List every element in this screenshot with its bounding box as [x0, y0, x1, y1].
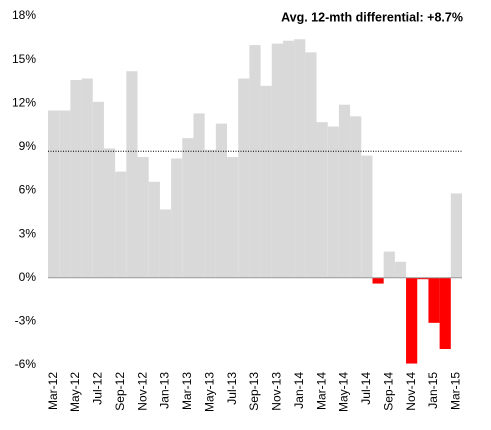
- x-tick-label: Sep-14: [381, 372, 395, 411]
- y-tick-label: -6%: [15, 357, 37, 371]
- bar: [372, 277, 384, 284]
- x-tick-label: Jan-14: [292, 372, 306, 409]
- x-tick-label: Mar-13: [180, 372, 194, 410]
- x-tick-label: Sep-12: [113, 372, 127, 411]
- y-tick-label: 9%: [19, 139, 37, 153]
- bar: [282, 40, 295, 278]
- bar: [450, 193, 462, 278]
- x-tick-label: Mar-12: [46, 372, 60, 410]
- x-tick-label: Jan-15: [426, 372, 440, 409]
- y-tick-label: 15%: [12, 52, 36, 66]
- bar: [148, 181, 160, 278]
- bar: [439, 277, 451, 350]
- bar: [137, 157, 149, 278]
- y-tick-label: 3%: [19, 226, 37, 240]
- x-tick-label: Nov-14: [404, 372, 418, 411]
- bar: [428, 277, 440, 323]
- bar: [305, 52, 317, 278]
- y-tick-label: 12%: [12, 95, 36, 109]
- annotation: Avg. 12-mth differential: +8.7%: [281, 10, 463, 24]
- bar: [48, 110, 60, 278]
- bar: [383, 251, 395, 278]
- x-tick-label: Mar-15: [449, 372, 463, 410]
- x-tick-label: Jul-14: [359, 372, 373, 405]
- bar: [271, 43, 283, 278]
- bar: [394, 261, 407, 278]
- x-tick-label: Jul-13: [225, 372, 239, 405]
- bar: [103, 148, 116, 278]
- bar: [327, 126, 339, 278]
- x-tick-label: Jan-13: [158, 372, 172, 409]
- x-tick-label: May-12: [68, 372, 82, 412]
- bar: [126, 71, 138, 278]
- y-tick-label: -3%: [15, 314, 37, 328]
- bar: [316, 122, 328, 278]
- bar: [260, 85, 272, 278]
- bar: [294, 39, 306, 278]
- bar: [70, 79, 82, 278]
- bar: [92, 101, 104, 278]
- bar: [204, 149, 216, 278]
- x-tick-label: Jul-12: [91, 372, 105, 405]
- bar: [193, 113, 205, 278]
- x-tick-label: May-13: [202, 372, 216, 412]
- x-tick-label: Nov-12: [135, 372, 149, 411]
- bar: [417, 277, 429, 280]
- bar: [182, 138, 194, 278]
- bar: [249, 45, 261, 278]
- bar: [350, 116, 362, 278]
- bar: [227, 157, 239, 278]
- x-tick-label: May-14: [337, 372, 351, 412]
- y-tick-label: 18%: [12, 8, 36, 22]
- x-tick-label: Mar-14: [314, 372, 328, 410]
- x-tick-label: Nov-13: [270, 372, 284, 411]
- bar: [159, 209, 172, 278]
- bar: [171, 158, 183, 278]
- bar: [361, 155, 373, 278]
- bar: [406, 277, 418, 364]
- bar: [338, 104, 351, 278]
- bar: [238, 78, 250, 278]
- bar: [115, 171, 127, 278]
- bar: [81, 78, 93, 278]
- y-tick-label: 6%: [19, 183, 37, 197]
- bar: [215, 123, 228, 278]
- y-tick-label: 0%: [19, 270, 37, 284]
- bar: [59, 110, 71, 278]
- x-tick-label: Sep-13: [247, 372, 261, 411]
